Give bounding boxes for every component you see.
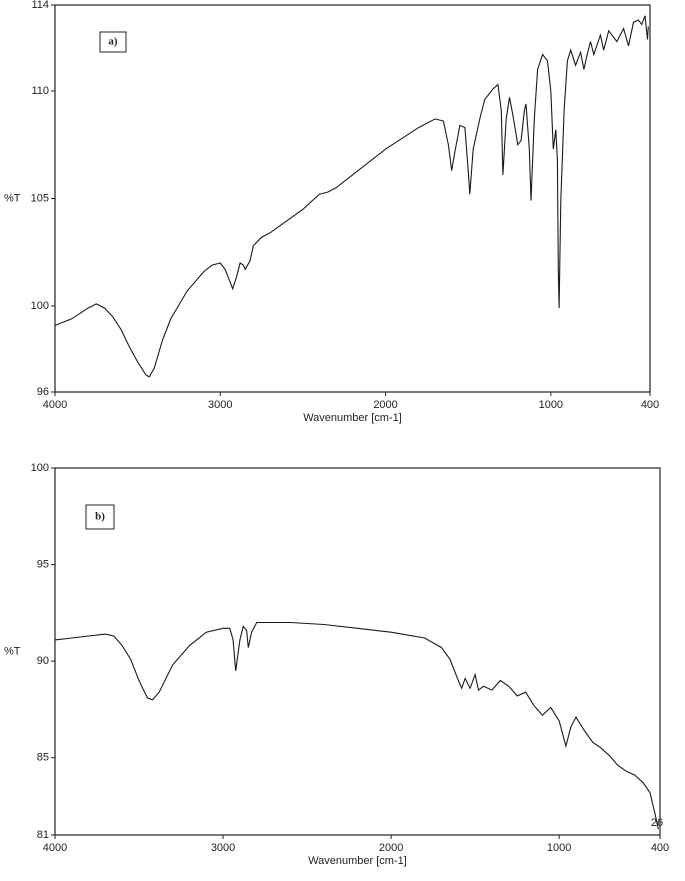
panel-label: a) <box>108 36 118 48</box>
y-tick-label: 114 <box>31 0 49 11</box>
panel-label-box <box>85 504 115 530</box>
x-tick-label: 2000 <box>373 399 397 411</box>
x-axis-label: Wavenumber [cm-1] <box>308 855 407 867</box>
y-axis-label: %T <box>4 192 21 204</box>
panel-label: b) <box>95 511 105 523</box>
x-tick-label: 4000 <box>43 842 67 854</box>
spectrum-line <box>54 15 649 378</box>
plot-frame <box>54 467 661 836</box>
panel-label-box <box>99 31 127 53</box>
y-tick-label: 85 <box>37 752 49 764</box>
x-tick-label: 400 <box>641 399 659 411</box>
x-axis-label: Wavenumber [cm-1] <box>303 412 402 424</box>
y-tick-label: 96 <box>37 386 49 398</box>
y-tick-label: 105 <box>31 192 49 204</box>
y-tick-label: 100 <box>31 300 49 312</box>
x-tick-label: 400 <box>651 842 669 854</box>
y-tick-label: 90 <box>37 655 49 667</box>
x-tick-label: 2000 <box>379 842 403 854</box>
x-tick-label: 4000 <box>43 399 67 411</box>
x-tick-label: 3000 <box>211 842 235 854</box>
y-axis-label: %T <box>4 645 21 657</box>
y-tick-label: 95 <box>37 558 49 570</box>
spectrum-line <box>54 621 659 830</box>
y-tick-label: 110 <box>31 85 49 97</box>
x-tick-label: 3000 <box>208 399 232 411</box>
x-tick-label: 1000 <box>539 399 563 411</box>
y-tick-label: 81 <box>37 829 49 841</box>
x-tick-label: 1000 <box>547 842 571 854</box>
y-tick-label: 100 <box>31 462 49 474</box>
